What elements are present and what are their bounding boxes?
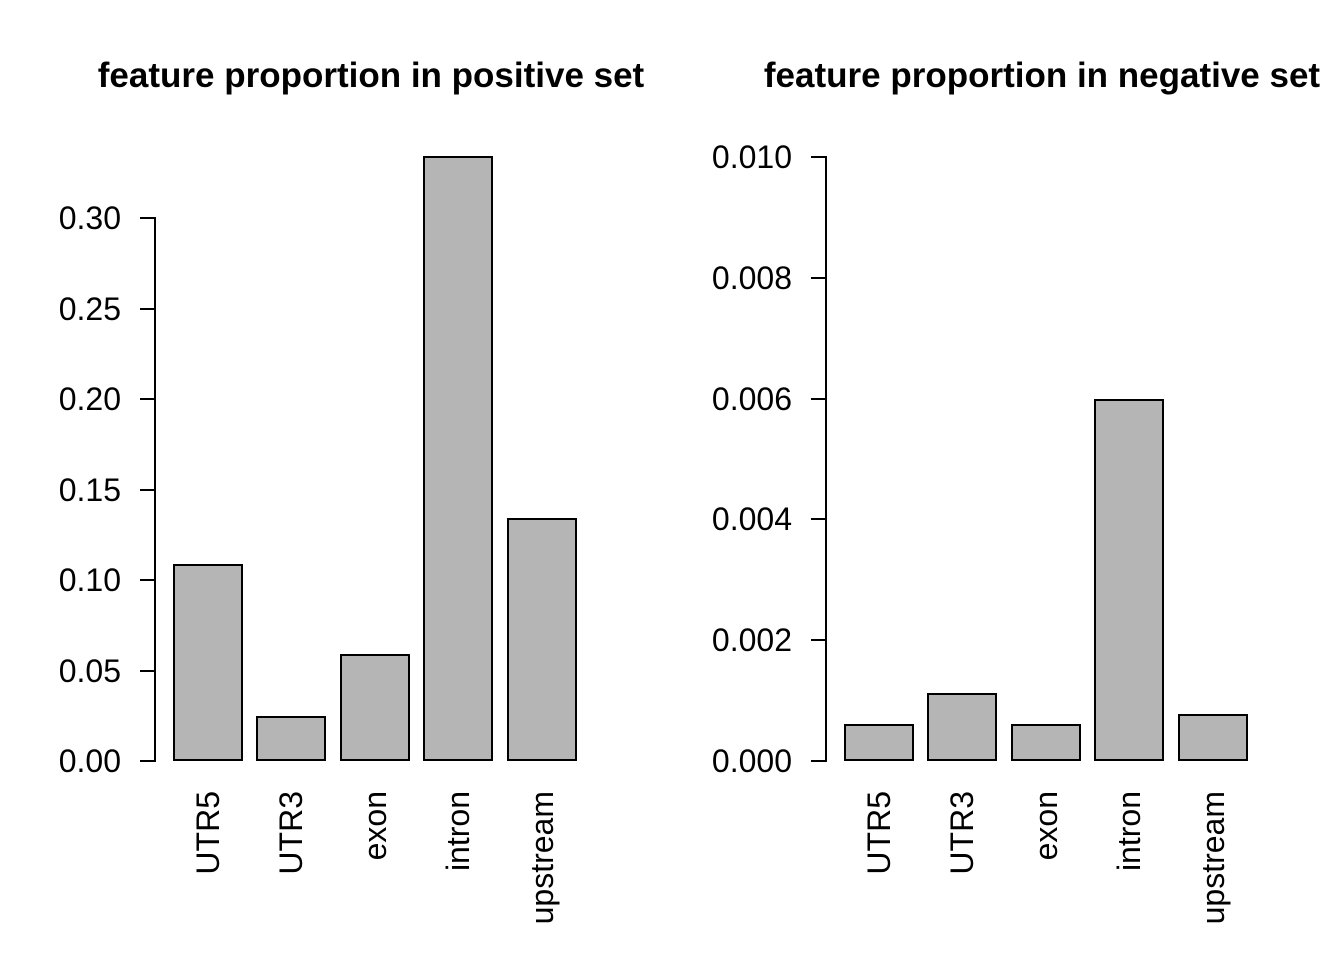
y-tick-label: 0.002 xyxy=(711,622,792,658)
x-axis-label-UTR5: UTR5 xyxy=(190,791,226,875)
x-axis-label-intron: intron xyxy=(440,791,476,872)
x-axis-label-intron: intron xyxy=(1111,791,1147,872)
bar-UTR3 xyxy=(256,716,326,761)
y-tick-label: 0.006 xyxy=(711,381,792,417)
y-axis-tick xyxy=(811,518,827,520)
y-tick-label: 0.010 xyxy=(711,139,792,175)
bar-exon xyxy=(340,654,410,761)
y-tick-label: 0.05 xyxy=(58,653,121,689)
y-axis-line xyxy=(154,217,156,762)
y-axis-tick xyxy=(140,398,156,400)
y-axis-tick xyxy=(140,489,156,491)
x-axis-label-exon: exon xyxy=(1028,791,1064,861)
y-axis-tick xyxy=(140,579,156,581)
chart-title-positive: feature proportion in positive set xyxy=(97,56,645,95)
x-axis-label-upstream: upstream xyxy=(1195,791,1231,925)
y-tick-label: 0.000 xyxy=(711,743,792,779)
y-tick-label: 0.10 xyxy=(58,562,121,598)
y-tick-label: 0.30 xyxy=(58,200,121,236)
y-axis-tick xyxy=(140,217,156,219)
y-axis-tick xyxy=(811,277,827,279)
x-axis-label-UTR3: UTR3 xyxy=(273,791,309,875)
y-axis-tick xyxy=(811,398,827,400)
y-tick-label: 0.15 xyxy=(58,472,121,508)
chart-title-negative: feature proportion in negative set xyxy=(763,56,1321,95)
y-tick-label: 0.00 xyxy=(58,743,121,779)
bar-exon xyxy=(1011,724,1081,761)
x-axis-label-UTR5: UTR5 xyxy=(861,791,897,875)
y-tick-label: 0.20 xyxy=(58,381,121,417)
bar-UTR5 xyxy=(173,564,243,761)
x-axis-label-UTR3: UTR3 xyxy=(944,791,980,875)
x-axis-label-upstream: upstream xyxy=(524,791,560,925)
y-axis-tick xyxy=(811,760,827,762)
y-axis-tick xyxy=(140,760,156,762)
bar-intron xyxy=(423,156,493,761)
y-axis-tick xyxy=(140,308,156,310)
y-axis-tick xyxy=(811,156,827,158)
bar-intron xyxy=(1094,399,1164,761)
y-axis-tick xyxy=(811,639,827,641)
y-axis-line xyxy=(825,156,827,762)
y-tick-label: 0.004 xyxy=(711,501,792,537)
bar-upstream xyxy=(1178,714,1248,761)
bar-upstream xyxy=(507,518,577,761)
bar-UTR5 xyxy=(844,724,914,761)
x-axis-label-exon: exon xyxy=(357,791,393,861)
y-tick-label: 0.25 xyxy=(58,291,121,327)
bar-UTR3 xyxy=(927,693,997,761)
y-tick-label: 0.008 xyxy=(711,260,792,296)
y-axis-tick xyxy=(140,670,156,672)
